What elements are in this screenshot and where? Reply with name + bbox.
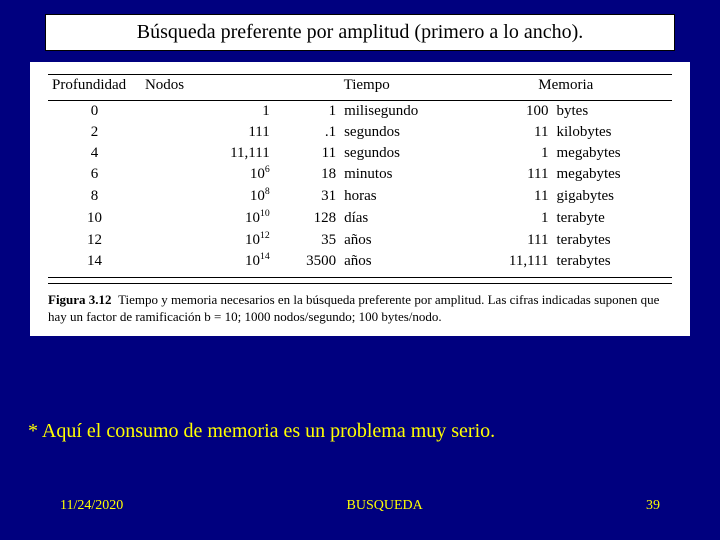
cell-mem-unit: megabytes — [553, 163, 673, 185]
cell-time-unit: horas — [340, 185, 459, 207]
table-row: 12101235años111terabytes — [48, 229, 672, 251]
cell-time-unit: segundos — [340, 143, 459, 164]
table-body: 011milisegundo100bytes2111.1segundos11ki… — [48, 101, 672, 278]
cell-mem-val: 11,111 — [460, 250, 553, 277]
slide-title: Búsqueda preferente por amplitud (primer… — [45, 14, 675, 51]
table-row: 610618minutos111megabytes — [48, 163, 672, 185]
cell-mem-unit: megabytes — [553, 143, 673, 164]
table-row: 411,11111segundos1megabytes — [48, 143, 672, 164]
col-header-depth: Profundidad — [48, 75, 141, 101]
table-row: 011milisegundo100bytes — [48, 101, 672, 122]
cell-depth: 4 — [48, 143, 141, 164]
cell-depth: 2 — [48, 122, 141, 143]
cell-time-val: 31 — [274, 185, 340, 207]
cell-time-val: .1 — [274, 122, 340, 143]
cell-nodes: 11,111 — [141, 143, 274, 164]
cell-time-unit: años — [340, 250, 459, 277]
cell-nodes: 1 — [141, 101, 274, 122]
cell-depth: 8 — [48, 185, 141, 207]
cell-mem-unit: bytes — [553, 101, 673, 122]
cell-nodes: 1014 — [141, 250, 274, 277]
cell-depth: 6 — [48, 163, 141, 185]
cell-mem-unit: kilobytes — [553, 122, 673, 143]
cell-depth: 0 — [48, 101, 141, 122]
cell-time-unit: años — [340, 229, 459, 251]
cell-mem-val: 111 — [460, 163, 553, 185]
table-figure: Profundidad Nodos Tiempo Memoria 011mili… — [30, 62, 690, 336]
cell-mem-val: 1 — [460, 143, 553, 164]
cell-mem-val: 11 — [460, 122, 553, 143]
cell-mem-unit: terabytes — [553, 250, 673, 277]
cell-time-val: 128 — [274, 207, 340, 229]
cell-time-val: 35 — [274, 229, 340, 251]
bullet-note: * Aquí el consumo de memoria es un probl… — [28, 420, 495, 443]
table-row: 2111.1segundos11kilobytes — [48, 122, 672, 143]
footer-page: 39 — [646, 498, 660, 514]
cell-depth: 12 — [48, 229, 141, 251]
cell-time-val: 18 — [274, 163, 340, 185]
complexity-table: Profundidad Nodos Tiempo Memoria 011mili… — [48, 74, 672, 284]
cell-time-val: 11 — [274, 143, 340, 164]
table-row: 1410143500años11,111terabytes — [48, 250, 672, 277]
table-row: 101010128días1terabyte — [48, 207, 672, 229]
cell-mem-unit: gigabytes — [553, 185, 673, 207]
footer-title: BUSQUEDA — [347, 498, 423, 514]
footer-date: 11/24/2020 — [60, 498, 123, 514]
cell-mem-val: 11 — [460, 185, 553, 207]
caption-label: Figura 3.12 — [48, 292, 112, 307]
cell-time-unit: minutos — [340, 163, 459, 185]
caption-text: Tiempo y memoria necesarios en la búsque… — [48, 292, 659, 324]
col-header-nodes: Nodos — [141, 75, 274, 101]
cell-nodes: 111 — [141, 122, 274, 143]
cell-nodes: 108 — [141, 185, 274, 207]
col-header-memory: Memoria — [460, 75, 672, 101]
figure-caption: Figura 3.12 Tiempo y memoria necesarios … — [48, 284, 672, 326]
table-row: 810831horas11gigabytes — [48, 185, 672, 207]
cell-nodes: 1012 — [141, 229, 274, 251]
cell-time-unit: segundos — [340, 122, 459, 143]
cell-nodes: 1010 — [141, 207, 274, 229]
col-header-time: Tiempo — [274, 75, 460, 101]
cell-depth: 14 — [48, 250, 141, 277]
cell-mem-unit: terabyte — [553, 207, 673, 229]
cell-depth: 10 — [48, 207, 141, 229]
cell-mem-val: 1 — [460, 207, 553, 229]
cell-mem-val: 111 — [460, 229, 553, 251]
cell-time-unit: días — [340, 207, 459, 229]
cell-mem-unit: terabytes — [553, 229, 673, 251]
cell-time-val: 1 — [274, 101, 340, 122]
slide-footer: 11/24/2020 BUSQUEDA 39 — [0, 498, 720, 514]
cell-time-val: 3500 — [274, 250, 340, 277]
cell-mem-val: 100 — [460, 101, 553, 122]
cell-time-unit: milisegundo — [340, 101, 459, 122]
cell-nodes: 106 — [141, 163, 274, 185]
